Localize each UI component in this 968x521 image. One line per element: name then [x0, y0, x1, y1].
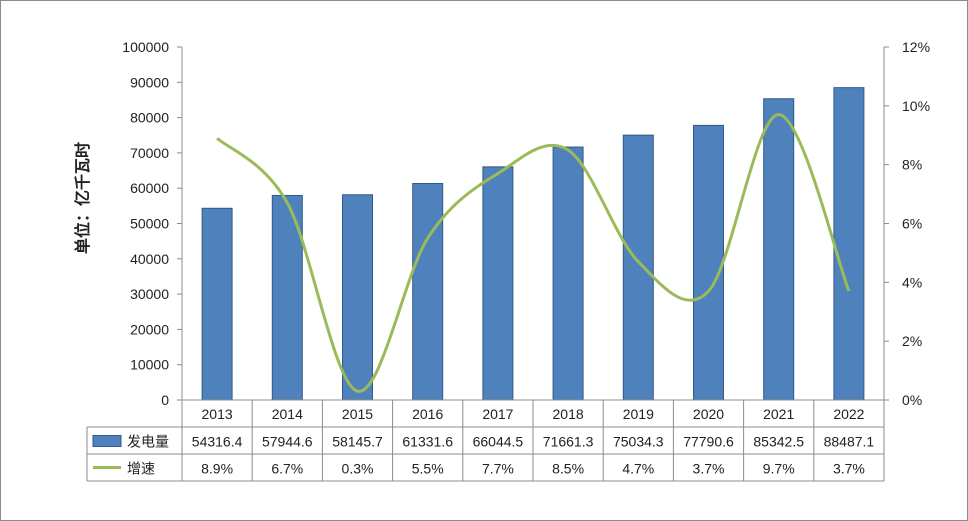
- bar-data-label: 61331.6: [402, 434, 453, 450]
- y2-tick-label: 4%: [902, 274, 922, 290]
- bar-data-label: 57944.6: [262, 434, 313, 450]
- line-data-label: 4.7%: [622, 461, 654, 477]
- line-data-label: 0.3%: [342, 461, 374, 477]
- bar-2013: [201, 207, 233, 401]
- bars-group: [201, 87, 865, 401]
- line-data-label: 8.9%: [201, 461, 233, 477]
- bar-data-label: 77790.6: [683, 434, 734, 450]
- bar-2019: [622, 134, 654, 401]
- y-tick-label: 20000: [130, 321, 169, 337]
- x-tick-label: 2022: [833, 406, 864, 422]
- legend-label-bar: 发电量: [127, 434, 169, 450]
- bar-2018: [552, 146, 584, 401]
- bar-data-label: 58145.7: [332, 434, 383, 450]
- bar-2015: [342, 194, 373, 401]
- y-tick-label: 40000: [130, 251, 169, 267]
- x-tick-label: 2014: [272, 406, 303, 422]
- y-tick-label: 80000: [130, 110, 169, 126]
- y-tick-label: 10000: [130, 357, 169, 373]
- y-tick-label: 50000: [130, 216, 169, 232]
- legend-swatch-bar: [92, 435, 122, 447]
- bar-2016: [412, 182, 444, 401]
- y2-tick-label: 6%: [902, 216, 922, 232]
- legend-label-line: 增速: [127, 461, 155, 477]
- y2-tick-label: 8%: [902, 157, 922, 173]
- bar-data-label: 75034.3: [613, 434, 664, 450]
- y-tick-label: 90000: [130, 74, 169, 90]
- line-data-label: 3.7%: [833, 461, 865, 477]
- x-tick-label: 2018: [553, 406, 584, 422]
- y2-tick-label: 2%: [902, 333, 922, 349]
- bar-data-label: 85342.5: [753, 434, 804, 450]
- bar-2020: [693, 124, 724, 401]
- line-data-label: 7.7%: [482, 461, 514, 477]
- y-tick-label: 70000: [130, 145, 169, 161]
- bar-data-label: 88487.1: [824, 434, 875, 450]
- x-tick-label: 2017: [482, 406, 513, 422]
- axes-group: 0 10000 20000 30000 40000 50000 60000 70000 8000…: [122, 39, 930, 408]
- x-tick-label: 2015: [342, 406, 373, 422]
- bar-2021: [763, 98, 795, 401]
- x-tick-label: 2013: [202, 406, 233, 422]
- bar-data-label: 71661.3: [543, 434, 594, 450]
- y-tick-label: 30000: [130, 286, 169, 302]
- line-data-label: 8.5%: [552, 461, 584, 477]
- bar-data-label: 66044.5: [473, 434, 524, 450]
- x-tick-label: 2020: [693, 406, 724, 422]
- x-tick-label: 2016: [412, 406, 443, 422]
- y2-tick-label: 10%: [902, 98, 930, 114]
- line-data-label: 3.7%: [693, 461, 725, 477]
- bar-2022: [833, 87, 865, 401]
- bar-data-label: 54316.4: [192, 434, 243, 450]
- growth-line: [216, 113, 851, 393]
- y2-tick-label: 12%: [902, 39, 930, 55]
- line-data-label: 9.7%: [763, 461, 795, 477]
- line-data-label: 5.5%: [412, 461, 444, 477]
- data-table: 2013 2014 2015 2016 2017 2018 2019 2020 2021 2022…: [86, 400, 885, 482]
- y-tick-label: 60000: [130, 180, 169, 196]
- line-data-label: 6.7%: [271, 461, 303, 477]
- y-tick-label: 100000: [122, 39, 169, 55]
- bar-2017: [482, 166, 514, 401]
- y-tick-label: 0: [161, 392, 169, 408]
- x-tick-label: 2021: [763, 406, 794, 422]
- x-tick-label: 2019: [623, 406, 654, 422]
- y2-tick-label: 0%: [902, 392, 922, 408]
- y-axis-label: 单位：亿千瓦时: [73, 142, 92, 254]
